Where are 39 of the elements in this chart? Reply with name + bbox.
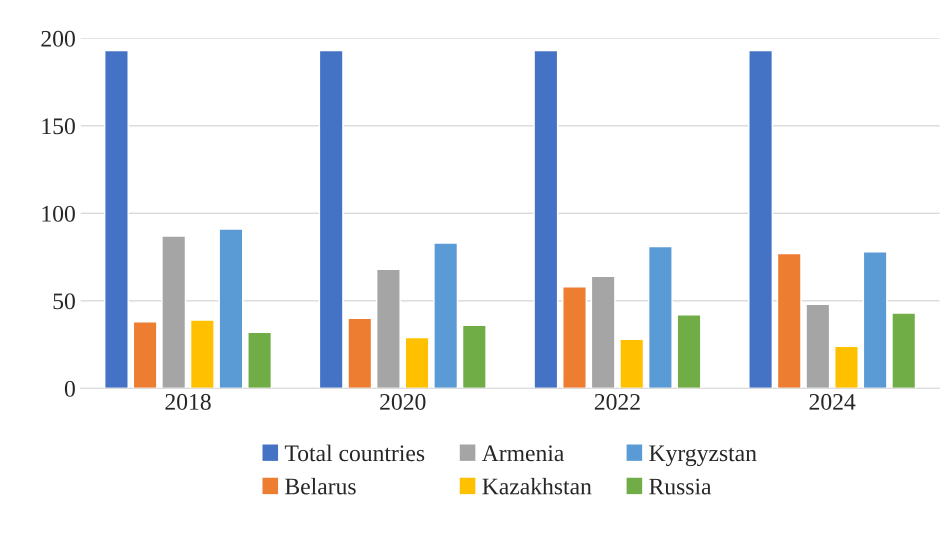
legend-label: Kazakhstan <box>482 478 592 494</box>
y-tick-label: 100 <box>42 206 75 222</box>
y-tick-label: 150 <box>42 118 75 134</box>
legend-label: Kyrgyzstan <box>649 446 757 466</box>
bar <box>862 251 888 388</box>
legend-label: Armenia <box>482 445 564 462</box>
bar <box>805 304 830 388</box>
legend-label: Belarus <box>285 478 356 494</box>
legend-label: Total countries <box>284 444 424 462</box>
bar <box>161 235 186 388</box>
bar <box>834 346 859 388</box>
y-tick-label: 200 <box>41 30 75 47</box>
bar <box>590 276 616 388</box>
bar <box>619 338 644 388</box>
bar <box>218 228 244 388</box>
bar <box>347 318 372 388</box>
bar <box>247 332 272 388</box>
bar <box>891 312 916 388</box>
x-tick-label: 2024 <box>810 394 856 410</box>
legend-label: Russia <box>649 478 712 495</box>
x-tick-label: 2020 <box>380 394 426 410</box>
bar <box>462 324 487 388</box>
bar <box>376 268 401 388</box>
bar <box>648 246 673 388</box>
bar <box>562 286 587 388</box>
bar <box>748 50 774 388</box>
bar <box>533 50 558 388</box>
bar <box>104 50 129 388</box>
x-tick-label: 2018 <box>165 394 211 410</box>
bar <box>318 50 344 388</box>
bar <box>676 314 702 388</box>
bar <box>132 321 158 388</box>
y-tick-label: 50 <box>54 293 75 310</box>
bar <box>776 252 802 388</box>
bar <box>190 319 215 388</box>
y-tick-label: 0 <box>64 380 75 397</box>
x-tick-label: 2022 <box>594 394 640 410</box>
bar <box>433 242 458 388</box>
bar <box>404 336 430 388</box>
